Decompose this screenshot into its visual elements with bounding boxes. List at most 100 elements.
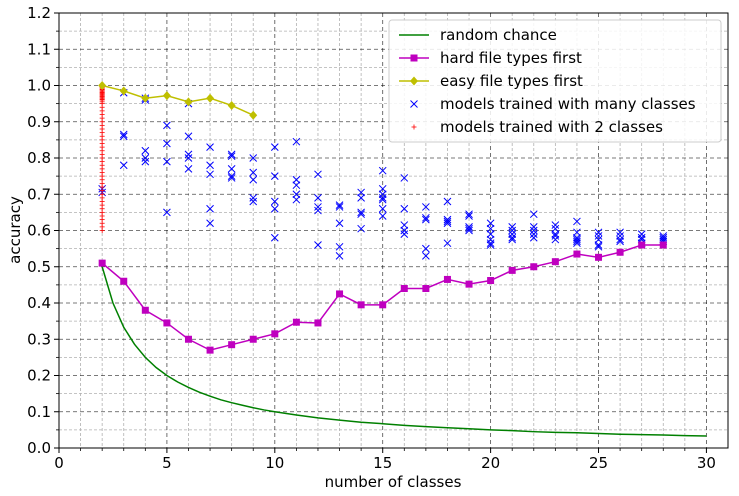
legend-item: random chance xyxy=(399,26,557,44)
y-tick-label: 1.1 xyxy=(27,40,51,58)
legend-label: models trained with many classes xyxy=(440,95,696,113)
many-classes-point xyxy=(119,161,128,170)
easy-first-point xyxy=(206,93,215,103)
many-classes-point xyxy=(227,150,236,159)
many-classes-point xyxy=(573,239,581,248)
many-classes-point xyxy=(119,132,128,141)
many-classes-point xyxy=(486,230,495,238)
many-classes-point xyxy=(314,170,322,179)
many-classes-point xyxy=(292,175,301,184)
many-classes-point xyxy=(551,230,560,238)
hard-first-point xyxy=(357,301,365,309)
y-axis-label: accuracy xyxy=(6,196,24,264)
hard-first-point xyxy=(163,319,171,327)
many-classes-point xyxy=(249,197,258,206)
many-classes-point xyxy=(163,157,171,166)
many-classes-point xyxy=(508,233,517,242)
many-classes-point xyxy=(249,175,258,184)
many-classes-point xyxy=(184,132,193,141)
many-classes-point xyxy=(508,230,517,238)
many-classes-point xyxy=(227,174,236,182)
many-classes-point xyxy=(443,239,452,248)
many-classes-point xyxy=(357,210,365,219)
y-tick-label: 0.9 xyxy=(27,113,51,131)
hard-first-point xyxy=(595,253,603,261)
easy-first-point xyxy=(98,81,107,90)
many-classes-point xyxy=(486,241,495,249)
hard-first-point xyxy=(443,275,451,283)
many-classes-point xyxy=(443,197,452,206)
y-tick-label: 0.1 xyxy=(27,403,51,421)
many-classes-point xyxy=(335,203,344,211)
many-classes-point xyxy=(184,165,193,173)
many-classes-point xyxy=(292,190,301,199)
y-tick-label: 0.3 xyxy=(27,330,51,348)
easy-first-point xyxy=(141,93,150,103)
easy-first-point xyxy=(119,86,128,96)
many-classes-point xyxy=(573,228,581,237)
many-classes-point xyxy=(529,223,538,231)
many-classes-point xyxy=(335,242,344,251)
many-classes-point xyxy=(443,219,452,228)
hard-first-point xyxy=(400,285,408,292)
many-classes-point xyxy=(227,172,236,180)
hard-first-point xyxy=(120,277,128,285)
hard-first-point xyxy=(98,259,106,267)
many-classes-point xyxy=(357,194,365,202)
hard-first-point xyxy=(336,290,344,298)
easy-first-point xyxy=(227,100,236,110)
legend-swatch-marker xyxy=(410,76,418,86)
many-classes-point xyxy=(141,154,150,162)
many-classes-point xyxy=(594,242,603,251)
many-classes-point xyxy=(227,165,236,173)
x-tick-label: 10 xyxy=(265,454,284,472)
many-classes-point xyxy=(659,233,668,242)
x-tick-label: 20 xyxy=(481,454,500,472)
many-classes-point xyxy=(184,154,193,162)
legend-item: models trained with many classes xyxy=(410,95,696,113)
x-tick-label: 15 xyxy=(373,454,392,472)
x-tick-label: 5 xyxy=(162,454,172,472)
hard-first-point xyxy=(141,306,149,314)
many-classes-point xyxy=(465,210,473,219)
many-classes-point xyxy=(551,235,560,244)
series-layer xyxy=(98,81,707,437)
many-classes-point xyxy=(378,194,387,202)
y-tick-label: 0.4 xyxy=(27,294,51,312)
many-classes-point xyxy=(378,190,387,199)
many-classes-point xyxy=(206,219,214,228)
many-classes-point xyxy=(292,181,301,190)
many-classes-point xyxy=(249,168,258,177)
many-classes-point xyxy=(357,188,365,197)
many-classes-point xyxy=(529,230,538,238)
hard-first-point xyxy=(379,301,387,309)
many-classes-point xyxy=(465,212,473,220)
many-classes-point xyxy=(443,217,452,226)
y-tick-label: 0.6 xyxy=(27,222,51,240)
many-classes-point xyxy=(400,221,409,229)
many-classes-point xyxy=(206,170,214,179)
many-classes-point xyxy=(292,195,301,204)
y-tick-label: 1.0 xyxy=(27,77,51,95)
hard-first-point xyxy=(659,241,667,249)
many-classes-point xyxy=(529,210,538,219)
many-classes-point xyxy=(529,233,538,242)
hard-first-point xyxy=(249,335,257,343)
many-classes-point xyxy=(119,130,128,139)
many-classes-point xyxy=(400,204,409,213)
many-classes-point xyxy=(141,157,150,166)
many-classes-point xyxy=(551,221,560,229)
hard-first-point xyxy=(616,248,624,256)
legend-swatch-marker xyxy=(410,54,418,62)
many-classes-point xyxy=(573,233,581,242)
many-classes-point xyxy=(357,208,365,217)
many-classes-point xyxy=(422,244,430,253)
many-classes-point xyxy=(292,137,301,146)
many-classes-point xyxy=(249,154,258,162)
many-classes-point xyxy=(314,241,322,249)
x-axis-label: number of classes xyxy=(325,473,462,491)
many-classes-point xyxy=(400,226,409,235)
many-classes-point xyxy=(163,121,171,130)
legend-label: random chance xyxy=(440,26,557,44)
series-many-classes xyxy=(98,88,668,260)
